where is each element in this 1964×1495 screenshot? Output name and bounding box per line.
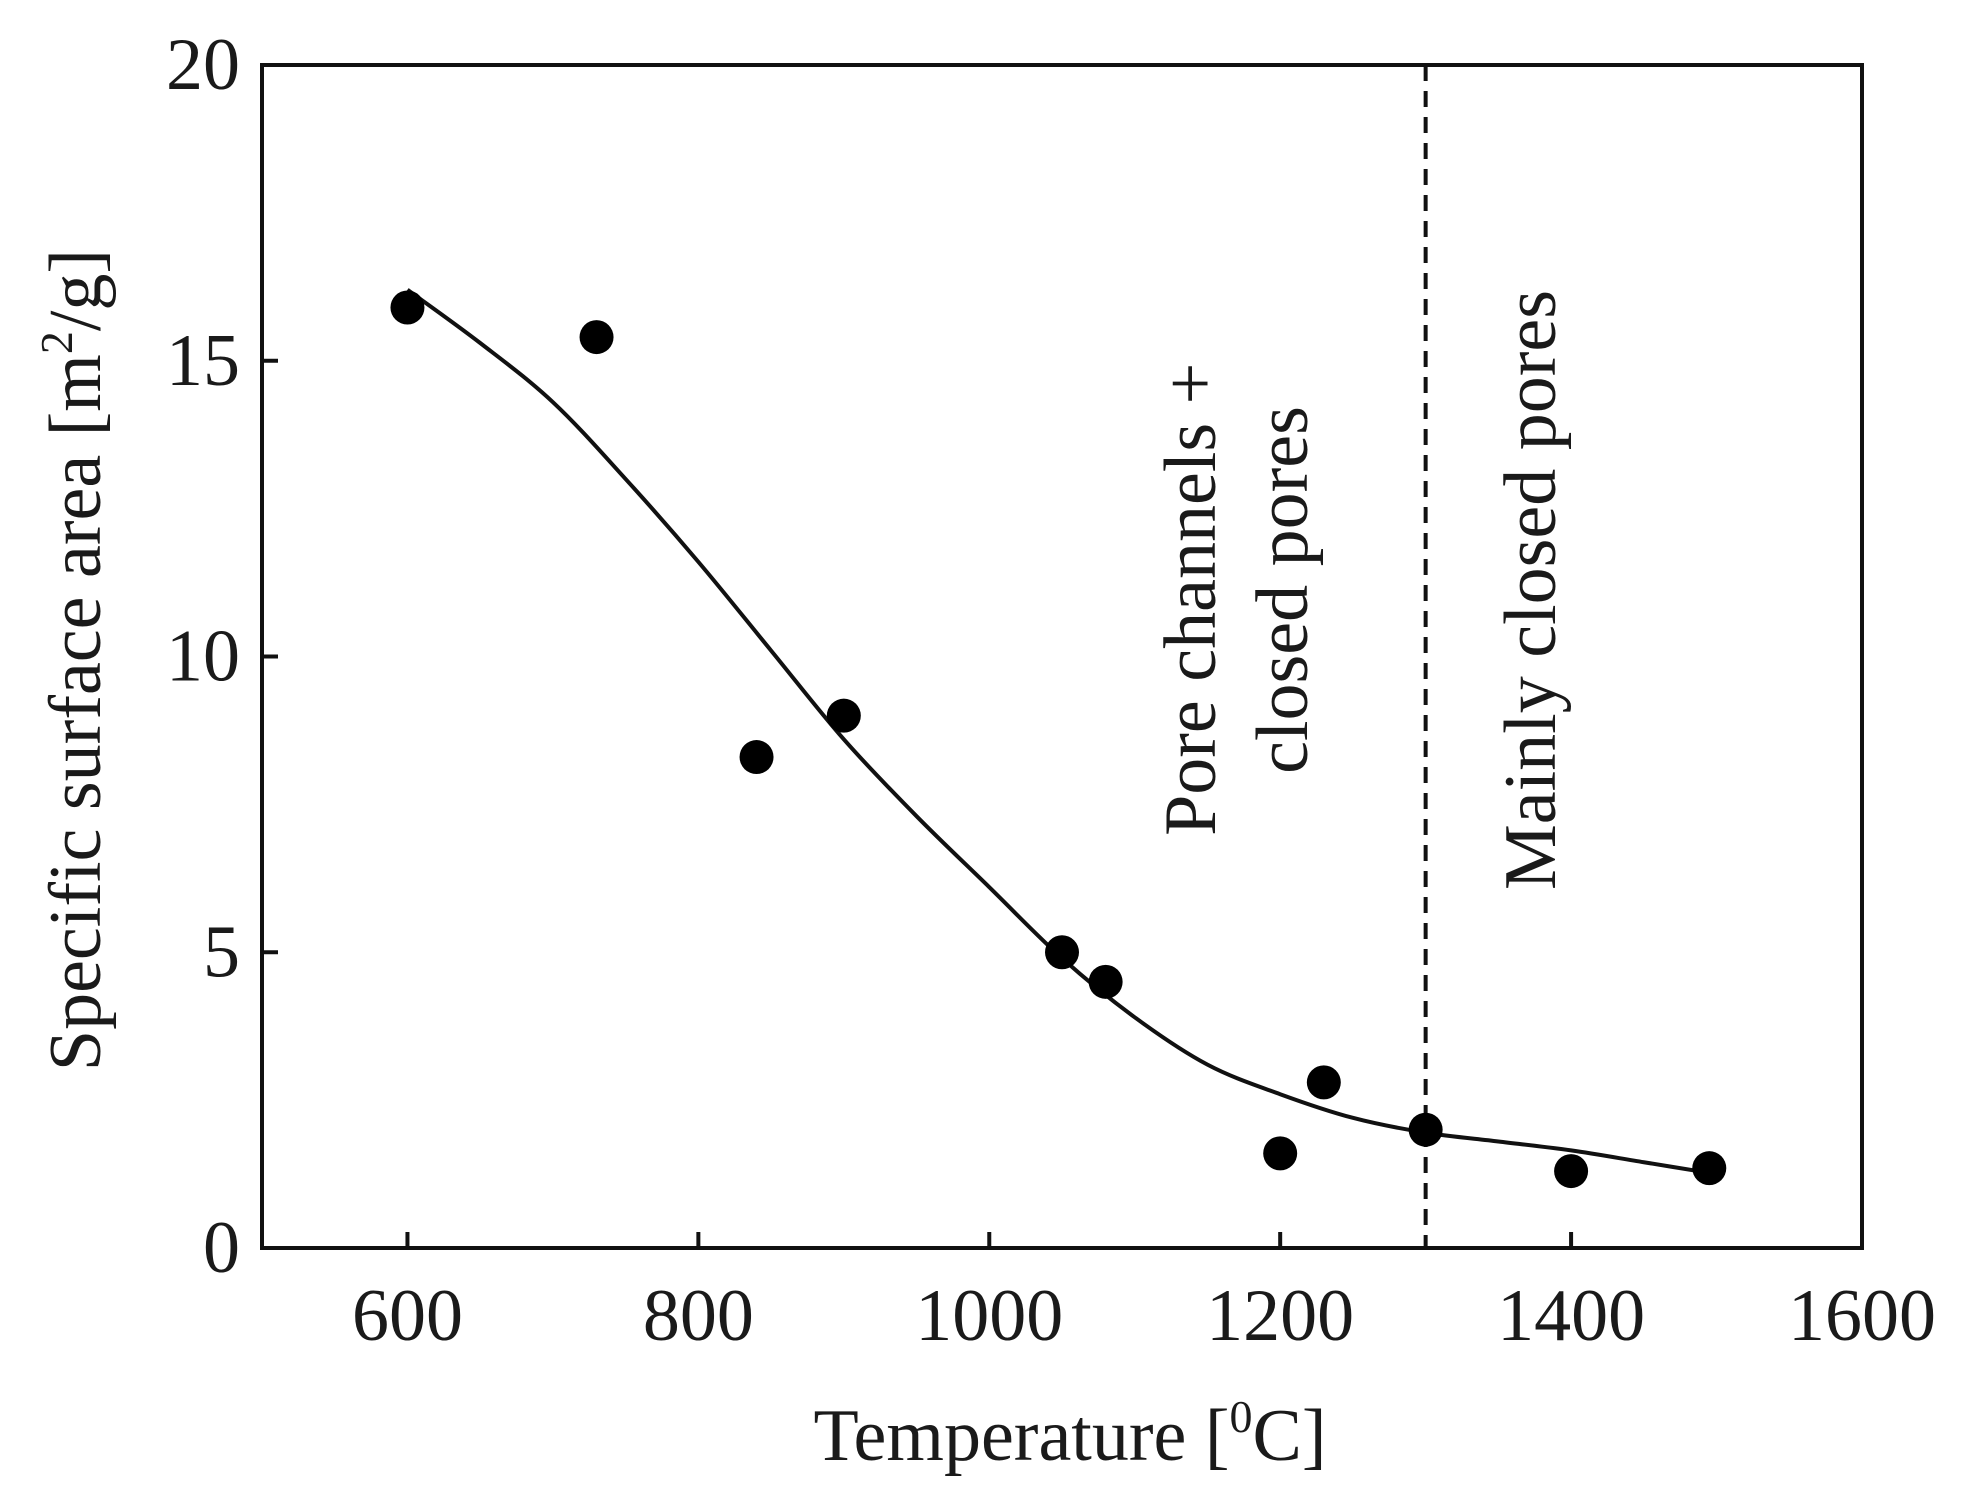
x-tick-label: 600	[352, 1275, 463, 1357]
plot-area	[390, 65, 1727, 1248]
x-tick-label: 800	[643, 1275, 754, 1357]
x-tick-label: 1200	[1206, 1275, 1354, 1357]
data-point	[1045, 935, 1079, 970]
data-point	[1692, 1151, 1727, 1186]
y-tick-label: 5	[203, 911, 240, 993]
annotation-region-left: Pore channels + closed pores	[1150, 344, 1324, 836]
data-point	[1554, 1154, 1589, 1189]
data-point	[390, 290, 425, 325]
x-tick-label: 1000	[915, 1275, 1063, 1357]
x-axis-label: Temperature [0C]	[814, 1391, 1327, 1477]
data-point	[739, 740, 774, 775]
data-point	[1408, 1112, 1443, 1147]
data-point	[1088, 964, 1123, 999]
data-point	[1263, 1136, 1298, 1171]
y-tick-label: 0	[203, 1207, 240, 1289]
x-tick-label: 1600	[1788, 1275, 1936, 1357]
y-tick-label: 15	[166, 320, 240, 402]
annotation-region-right: Mainly closed pores	[1490, 290, 1572, 890]
y-tick-label: 20	[166, 24, 240, 106]
y-axis-label: Specific surface area [m2/g]	[31, 249, 117, 1071]
data-point	[1306, 1065, 1341, 1100]
data-point	[826, 698, 861, 733]
fit-curve	[406, 288, 1717, 1177]
y-tick-label: 10	[166, 616, 240, 698]
x-tick-label: 1400	[1497, 1275, 1645, 1357]
data-point	[579, 320, 614, 355]
plot-frame	[260, 63, 1864, 1250]
axes: 600 800 1000 1200 1400 1600 0 5 10 15 20	[166, 24, 1936, 1357]
